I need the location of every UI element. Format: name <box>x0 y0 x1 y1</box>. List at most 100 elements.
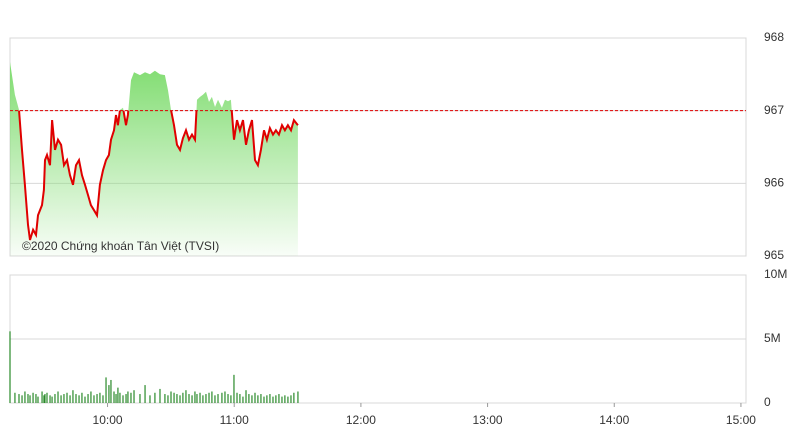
volume-bar <box>81 392 83 403</box>
volume-bar <box>159 388 161 403</box>
volume-bar <box>84 396 86 403</box>
volume-bar <box>179 395 181 403</box>
volume-bar <box>167 395 169 403</box>
volume-bar <box>63 394 65 403</box>
volume-bar <box>117 387 119 403</box>
volume-bar <box>230 395 232 403</box>
volume-bar <box>24 391 26 403</box>
volume-bar <box>191 395 193 403</box>
x-tick-label: 10:00 <box>93 413 123 427</box>
volume-bar <box>93 395 95 403</box>
volume-bar <box>199 392 201 403</box>
volume-bar <box>254 392 256 403</box>
y-tick-label: 10M <box>764 267 787 281</box>
volume-bar <box>182 392 184 403</box>
volume-bar <box>122 395 124 403</box>
volume-bar <box>9 331 11 403</box>
volume-bar <box>208 392 210 403</box>
volume-bar <box>87 394 89 403</box>
volume-bar <box>32 392 34 403</box>
volume-bar <box>275 395 277 403</box>
volume-bar <box>202 395 204 403</box>
volume-bar <box>108 385 110 403</box>
volume-bar <box>194 391 196 403</box>
volume-bar <box>54 394 56 403</box>
price-line <box>18 110 299 241</box>
volume-bar <box>214 395 216 403</box>
volume-bar <box>242 396 244 403</box>
volume-bar <box>287 396 289 403</box>
volume-bar <box>245 390 247 403</box>
volume-bar <box>69 395 71 403</box>
volume-bar <box>236 392 238 403</box>
volume-bar <box>46 392 48 403</box>
volume-bar <box>251 395 253 403</box>
volume-bar <box>43 395 45 403</box>
volume-bar <box>233 374 235 403</box>
volume-bar <box>102 395 104 403</box>
volume-bar <box>221 392 223 403</box>
volume-bar <box>127 391 129 403</box>
volume-bar <box>278 394 280 403</box>
volume-bar <box>185 390 187 403</box>
volume-bar <box>72 390 74 403</box>
volume-bar <box>44 394 46 403</box>
volume-bar <box>57 391 59 403</box>
volume-bar <box>133 390 135 403</box>
volume-bar <box>173 392 175 403</box>
x-tick-label: 14:00 <box>599 413 629 427</box>
volume-bar <box>29 395 31 403</box>
y-tick-label: 5M <box>764 331 781 345</box>
volume-bar <box>263 396 265 403</box>
volume-bar <box>227 394 229 403</box>
y-tick-label: 966 <box>764 176 784 190</box>
volume-bar <box>205 394 207 403</box>
volume-bar <box>260 394 262 403</box>
volume-bar <box>110 379 112 403</box>
volume-bar <box>125 394 127 403</box>
volume-bar <box>78 395 80 403</box>
volume-bar <box>66 392 68 403</box>
volume-bar <box>297 391 299 403</box>
volume-bar <box>14 392 16 403</box>
volume-bar <box>269 394 271 403</box>
volume-bar <box>37 396 39 403</box>
volume-bar <box>293 392 295 403</box>
x-tick-label: 13:00 <box>473 413 503 427</box>
volume-bar <box>113 391 115 403</box>
volume-bar <box>284 395 286 403</box>
volume-bar <box>139 394 141 403</box>
x-tick-label: 12:00 <box>346 413 376 427</box>
x-tick-label: 11:00 <box>220 413 249 427</box>
volume-bar <box>144 385 146 403</box>
x-tick-label: 15:00 <box>726 413 756 427</box>
y-tick-label: 965 <box>764 248 784 262</box>
volume-bar <box>75 394 77 403</box>
y-tick-label: 0 <box>764 395 771 409</box>
copyright-note: ©2020 Chứng khoán Tân Việt (TVSI) <box>22 239 219 253</box>
y-tick-label: 968 <box>764 30 784 44</box>
volume-bar <box>170 391 172 403</box>
volume-bar <box>90 391 92 403</box>
volume-bar <box>211 391 213 403</box>
volume-bar <box>154 392 156 403</box>
volume-bar <box>257 395 259 403</box>
volume-bar <box>35 394 37 403</box>
volume-bar <box>281 396 283 403</box>
volume-bar <box>105 377 107 403</box>
volume-bar <box>96 394 98 403</box>
volume-bar <box>188 394 190 403</box>
volume-bar <box>196 394 198 403</box>
volume-bar <box>41 391 43 403</box>
volume-bar <box>115 394 117 403</box>
volume-bar <box>224 391 226 403</box>
volume-bar <box>49 395 51 403</box>
volume-bar <box>266 395 268 403</box>
volume-bar <box>272 396 274 403</box>
volume-bar <box>99 392 101 403</box>
volume-bar <box>27 394 29 403</box>
volume-bar <box>130 392 132 403</box>
volume-bar <box>51 396 53 403</box>
volume-bar <box>290 395 292 403</box>
